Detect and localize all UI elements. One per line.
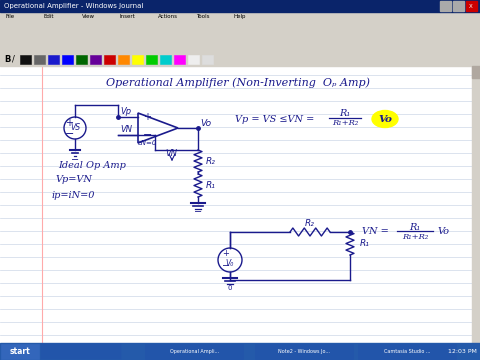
Text: Help: Help [234,14,247,19]
Text: Edit: Edit [44,14,55,19]
Bar [90,55,101,64]
Text: εN=0: εN=0 [138,140,157,146]
Text: VS: VS [70,123,80,132]
Bar [0,12,480,21]
Text: Operational Ampli...: Operational Ampli... [169,349,218,354]
Bar [76,55,87,64]
Text: 12:03 PM: 12:03 PM [447,349,477,354]
Text: −: − [71,155,79,165]
Text: Tools: Tools [196,14,209,19]
Text: −: − [65,129,74,139]
Text: −: − [143,130,152,140]
Ellipse shape [372,111,398,127]
Text: Operational Amplifier - Windows Journal: Operational Amplifier - Windows Journal [4,3,144,9]
Text: −: − [222,261,230,271]
Text: View: View [82,14,95,19]
Bar [0,0,480,12]
Bar [146,55,157,64]
Text: Actions: Actions [158,14,178,19]
Text: ip=iN=0: ip=iN=0 [52,190,96,199]
Text: Vp = VS ≤VN =: Vp = VS ≤VN = [235,114,314,123]
Bar [0,40,480,53]
Text: Insert: Insert [120,14,136,19]
Text: R₁: R₁ [409,222,420,231]
Bar [0,66,480,343]
Text: +: + [222,249,229,258]
Text: +: + [65,118,73,128]
Text: Vp=VN: Vp=VN [55,175,92,184]
Bar [0,21,480,40]
Bar [20,55,31,64]
Text: Vo: Vo [378,114,392,123]
Bar [0,343,480,360]
Text: −: − [194,207,202,217]
Bar [160,55,171,64]
Text: X: X [469,4,473,9]
Text: 0: 0 [228,285,232,291]
Bar [472,66,480,343]
Text: +: + [143,112,151,122]
Text: Camtasia Studio ...: Camtasia Studio ... [384,349,430,354]
Bar [48,55,59,64]
Text: VN =: VN = [362,228,389,237]
Text: R₁: R₁ [360,239,370,248]
Bar [188,55,199,64]
Text: R₁: R₁ [339,109,350,118]
Text: VN: VN [120,126,132,135]
Text: B: B [4,55,11,64]
Text: Vp: Vp [120,107,131,116]
Text: R₁+R₂: R₁+R₂ [402,233,428,241]
Text: R₂: R₂ [206,157,216,166]
Text: start: start [10,347,30,356]
Text: Vo: Vo [200,120,211,129]
Text: /: / [12,55,15,64]
Text: R₁: R₁ [206,180,216,189]
Text: R₁+R₂: R₁+R₂ [332,119,358,127]
Text: Ideal Op Amp: Ideal Op Amp [58,161,126,170]
Bar [118,55,129,64]
Bar [466,1,477,11]
Text: VN: VN [165,149,177,158]
Bar [1,344,39,359]
Bar [41,344,121,359]
Bar [440,1,451,11]
Bar [255,344,353,359]
Bar [34,55,45,64]
Bar [0,53,480,66]
Bar [358,344,456,359]
Text: File: File [6,14,15,19]
Bar [174,55,185,64]
Text: Note2 - Windows Jo...: Note2 - Windows Jo... [278,349,330,354]
Bar [453,1,464,11]
Bar [132,55,143,64]
Text: Operational Amplifier (Non-Inverting  Oₚ Amp): Operational Amplifier (Non-Inverting Oₚ … [106,78,370,88]
Bar [104,55,115,64]
Bar [145,344,243,359]
Bar [62,55,73,64]
Text: Vo: Vo [438,228,450,237]
Bar [202,55,213,64]
Text: V₀: V₀ [226,258,234,267]
Bar [472,66,480,78]
Text: R₂: R₂ [305,220,315,229]
